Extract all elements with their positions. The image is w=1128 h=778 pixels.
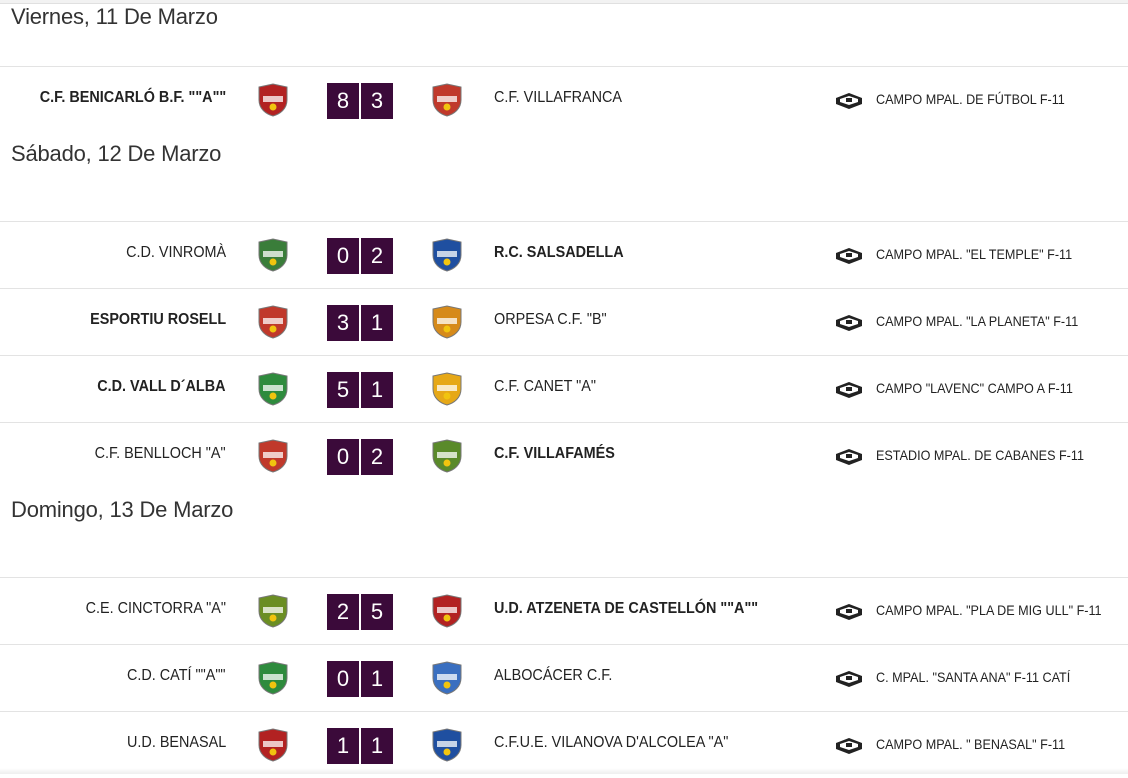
- home-team-crest-icon: [258, 372, 288, 406]
- stadium-icon: [834, 314, 864, 332]
- away-team-name[interactable]: R.C. SALSADELLA: [494, 244, 624, 261]
- venue-name[interactable]: CAMPO MPAL. "PLA DE MIG ULL" F-11: [876, 602, 1102, 618]
- away-team-name[interactable]: C.F. VILLAFAMÉS: [494, 445, 615, 462]
- away-team-name[interactable]: ALBOCÁCER C.F.: [494, 667, 613, 684]
- away-score: 1: [361, 728, 393, 764]
- home-team-crest-icon: [258, 83, 288, 117]
- match-row[interactable]: C.D. VALL D´ALBA 5 1 C.F. CANET "A" CAMPO "L…: [0, 355, 1128, 422]
- match-row[interactable]: C.F. BENLLOCH "A" 0 2 C.F. VILLAFAMÉS ESTADI…: [0, 422, 1128, 489]
- home-team-name[interactable]: C.D. VALL D´ALBA: [97, 378, 226, 395]
- home-team-name[interactable]: C.F. BENICARLÓ B.F. ""A"": [39, 89, 226, 106]
- home-team-name[interactable]: C.E. CINCTORRA "A": [85, 600, 226, 617]
- match-row[interactable]: C.F. BENICARLÓ B.F. ""A"" 8 3 C.F. VILLAFRA…: [0, 66, 1128, 133]
- stadium-icon: [834, 448, 864, 466]
- home-score: 5: [327, 372, 359, 408]
- day-section: Viernes, 11 De Marzo C.F. BENICARLÓ B.F. …: [0, 0, 1128, 133]
- home-score: 3: [327, 305, 359, 341]
- day-header: Viernes, 11 De Marzo: [0, 0, 1128, 66]
- match-row[interactable]: C.E. CINCTORRA "A" 2 5 U.D. ATZENETA DE CAS…: [0, 577, 1128, 644]
- away-score: 1: [361, 372, 393, 408]
- away-team-name[interactable]: U.D. ATZENETA DE CASTELLÓN ""A"": [494, 600, 759, 617]
- day-title: Viernes, 11 De Marzo: [11, 4, 218, 29]
- home-team-crest-icon: [258, 439, 288, 473]
- venue-name[interactable]: CAMPO MPAL. " BENASAL" F-11: [876, 736, 1066, 752]
- away-team-crest-icon: [432, 439, 462, 473]
- venue-name[interactable]: ESTADIO MPAL. DE CABANES F-11: [876, 447, 1084, 463]
- away-team-crest-icon: [432, 661, 462, 695]
- venue-name[interactable]: CAMPO "LAVENC" CAMPO A F-11: [876, 380, 1073, 396]
- home-score: 0: [327, 238, 359, 274]
- stadium-icon: [834, 603, 864, 621]
- stadium-icon: [834, 247, 864, 265]
- home-team-name[interactable]: ESPORTIU ROSELL: [89, 311, 226, 328]
- top-divider: [0, 0, 1128, 4]
- stadium-icon: [834, 737, 864, 755]
- day-section: Sábado, 12 De Marzo C.D. VINROMÀ 0 2 R.C. SA…: [0, 133, 1128, 489]
- bottom-fade: [0, 768, 1128, 774]
- away-score: 1: [361, 305, 393, 341]
- away-team-crest-icon: [432, 238, 462, 272]
- home-score: 8: [327, 83, 359, 119]
- day-header: Domingo, 13 De Marzo: [0, 489, 1128, 577]
- stadium-icon: [834, 381, 864, 399]
- home-team-name[interactable]: C.D. CATÍ ""A"": [127, 667, 226, 684]
- away-team-name[interactable]: C.F. CANET "A": [494, 378, 596, 395]
- home-team-name[interactable]: C.F. BENLLOCH "A": [94, 445, 226, 462]
- match-row[interactable]: U.D. BENASAL 1 1 C.F.U.E. VILANOVA D'ALCOLE…: [0, 711, 1128, 778]
- venue-name[interactable]: C. MPAL. "SANTA ANA" F-11 CATÍ: [876, 669, 1071, 685]
- away-score: 2: [361, 238, 393, 274]
- day-title: Domingo, 13 De Marzo: [11, 497, 234, 522]
- venue-name[interactable]: CAMPO MPAL. "LA PLANETA" F-11: [876, 313, 1079, 329]
- stadium-icon: [834, 670, 864, 688]
- stadium-icon: [834, 92, 864, 110]
- away-score: 3: [361, 83, 393, 119]
- away-team-name[interactable]: C.F. VILLAFRANCA: [494, 89, 623, 106]
- venue-name[interactable]: CAMPO MPAL. "EL TEMPLE" F-11: [876, 246, 1073, 262]
- away-score: 2: [361, 439, 393, 475]
- home-team-crest-icon: [258, 305, 288, 339]
- away-score: 5: [361, 594, 393, 630]
- match-row[interactable]: ESPORTIU ROSELL 3 1 ORPESA C.F. "B" CAMPO MP…: [0, 288, 1128, 355]
- home-score: 0: [327, 439, 359, 475]
- home-score: 2: [327, 594, 359, 630]
- match-row[interactable]: C.D. VINROMÀ 0 2 R.C. SALSADELLA CAMPO MPAL.…: [0, 221, 1128, 288]
- home-team-crest-icon: [258, 238, 288, 272]
- away-team-name[interactable]: C.F.U.E. VILANOVA D'ALCOLEA "A": [494, 734, 729, 751]
- home-score: 0: [327, 661, 359, 697]
- home-team-name[interactable]: U.D. BENASAL: [126, 734, 226, 751]
- away-team-crest-icon: [432, 594, 462, 628]
- away-team-crest-icon: [432, 372, 462, 406]
- away-team-name[interactable]: ORPESA C.F. "B": [494, 311, 607, 328]
- home-team-crest-icon: [258, 661, 288, 695]
- home-score: 1: [327, 728, 359, 764]
- away-team-crest-icon: [432, 305, 462, 339]
- away-score: 1: [361, 661, 393, 697]
- day-header: Sábado, 12 De Marzo: [0, 133, 1128, 221]
- match-row[interactable]: C.D. CATÍ ""A"" 0 1 ALBOCÁCER C.F. C. MPAL. …: [0, 644, 1128, 711]
- day-title: Sábado, 12 De Marzo: [11, 141, 222, 166]
- home-team-crest-icon: [258, 728, 288, 762]
- home-team-crest-icon: [258, 594, 288, 628]
- away-team-crest-icon: [432, 728, 462, 762]
- away-team-crest-icon: [432, 83, 462, 117]
- venue-name[interactable]: CAMPO MPAL. DE FÚTBOL F-11: [876, 91, 1065, 107]
- day-section: Domingo, 13 De Marzo C.E. CINCTORRA "A" 2 5…: [0, 489, 1128, 778]
- home-team-name[interactable]: C.D. VINROMÀ: [125, 244, 226, 261]
